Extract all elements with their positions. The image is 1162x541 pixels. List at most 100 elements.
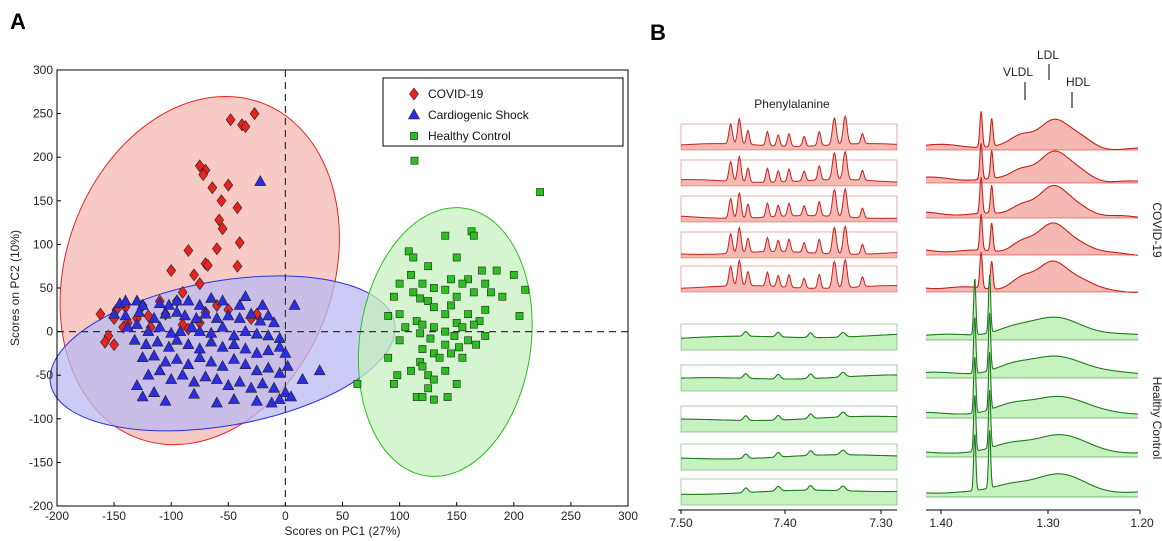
point-healthy	[395, 279, 404, 288]
point-healthy	[407, 271, 415, 279]
point-cardio	[250, 346, 263, 358]
lipid-fill-covid	[926, 177, 1138, 218]
y-tick-label: 250	[33, 107, 53, 121]
point-cardio	[210, 311, 223, 323]
point-covid	[216, 194, 227, 208]
point-cardio	[130, 318, 143, 329]
y-tick-label: 0	[46, 325, 53, 339]
point-healthy	[429, 284, 438, 292]
legend-entry-healthy: Healthy Control	[428, 129, 511, 143]
x-tick-label: -50	[220, 509, 238, 523]
y-tick-label: -200	[29, 499, 53, 513]
lipid-line-covid	[925, 177, 1139, 218]
axis-ticks: -200 -150 -100 -50 0 50 100 150 200 250 300 -200 -15…	[29, 63, 638, 523]
point-cardio	[250, 394, 263, 406]
spectrum-line-covid	[680, 114, 898, 147]
point-cardio	[262, 361, 275, 373]
point-covid	[183, 244, 194, 258]
point-cardio	[279, 386, 292, 397]
point-cardio	[205, 291, 218, 303]
point-cardio	[313, 364, 326, 376]
x-tick-label: 150	[447, 509, 467, 523]
point-cardio	[193, 351, 206, 363]
point-cardio	[193, 298, 206, 310]
point-cardio	[153, 320, 166, 332]
point-healthy	[481, 305, 490, 314]
y-tick-label: -100	[29, 412, 53, 426]
point-covid	[166, 264, 177, 278]
point-healthy	[464, 275, 473, 284]
legend-entry-cardio: Cardiogenic Shock	[428, 108, 530, 122]
point-cardio	[222, 379, 235, 390]
point-cardio	[148, 386, 161, 397]
point-healthy	[435, 353, 444, 362]
point-cardio	[262, 329, 275, 341]
spectrum-box-covid	[680, 195, 898, 223]
spectrum-box-covid	[680, 231, 898, 259]
point-cardio	[228, 392, 241, 404]
point-healthy	[424, 371, 433, 380]
point-healthy	[429, 375, 438, 384]
point-cardio	[250, 327, 263, 339]
spectrum-fill-healthy	[681, 412, 897, 432]
x-tick-label: 200	[504, 509, 524, 523]
x-tick-label: -200	[45, 509, 69, 523]
point-covid	[217, 222, 228, 236]
spectrum-line-covid	[680, 187, 897, 219]
phenylalanine-x-tick-label: 7.50	[669, 516, 693, 530]
spectrum-line-healthy	[681, 371, 897, 380]
point-cardio	[288, 298, 301, 310]
lipid-fill-healthy	[926, 352, 1138, 418]
point-cardio	[256, 377, 269, 389]
point-cardio	[216, 359, 229, 371]
lipid-line-healthy	[926, 390, 1138, 454]
point-cardio	[119, 309, 132, 321]
point-cardio	[188, 375, 201, 387]
phenylalanine-spectra-stack	[680, 114, 898, 506]
point-covid	[234, 236, 245, 250]
point-healthy	[458, 323, 467, 332]
point-covid	[249, 107, 260, 121]
point-healthy	[450, 332, 459, 340]
point-cardio	[153, 297, 166, 308]
point-healthy	[429, 323, 438, 332]
point-healthy	[452, 318, 461, 327]
point-cardio	[153, 364, 166, 376]
x-tick-label: 0	[282, 509, 289, 523]
point-cardio	[205, 355, 218, 367]
spectrum-fill-healthy	[681, 485, 897, 505]
legend-marker-cardio	[407, 108, 421, 120]
lipid-fill-covid	[926, 214, 1138, 256]
lipid-line-covid	[925, 111, 1138, 151]
point-healthy	[395, 310, 404, 319]
point-healthy	[395, 336, 404, 345]
point-healthy	[416, 329, 425, 338]
point-cardio	[273, 392, 286, 404]
point-covid	[95, 307, 106, 321]
point-cardio	[174, 324, 187, 336]
point-healthy	[441, 285, 450, 294]
lipid-fill-healthy	[926, 430, 1138, 497]
point-healthy	[477, 266, 486, 275]
point-covid	[177, 285, 188, 299]
point-healthy	[447, 301, 455, 310]
spectrum-line-covid	[680, 224, 897, 255]
spectrum-line-covid	[681, 258, 897, 289]
point-healthy	[418, 393, 427, 401]
legend-marker-healthy	[410, 132, 418, 140]
point-healthy	[464, 336, 473, 345]
point-cardio	[170, 305, 183, 317]
point-cardio	[185, 320, 198, 332]
point-cardio	[239, 358, 252, 370]
lipid-line-healthy	[925, 430, 1139, 494]
x-tick-label: 300	[618, 509, 638, 523]
point-healthy	[404, 247, 413, 256]
phenylalanine-x-tick-label: 7.40	[773, 516, 797, 530]
point-cardio	[190, 311, 203, 323]
point-cardio	[199, 307, 212, 319]
point-cardio	[119, 294, 132, 306]
spectrum-box-covid	[680, 265, 898, 293]
point-healthy	[458, 353, 467, 362]
point-cardio	[176, 368, 189, 380]
